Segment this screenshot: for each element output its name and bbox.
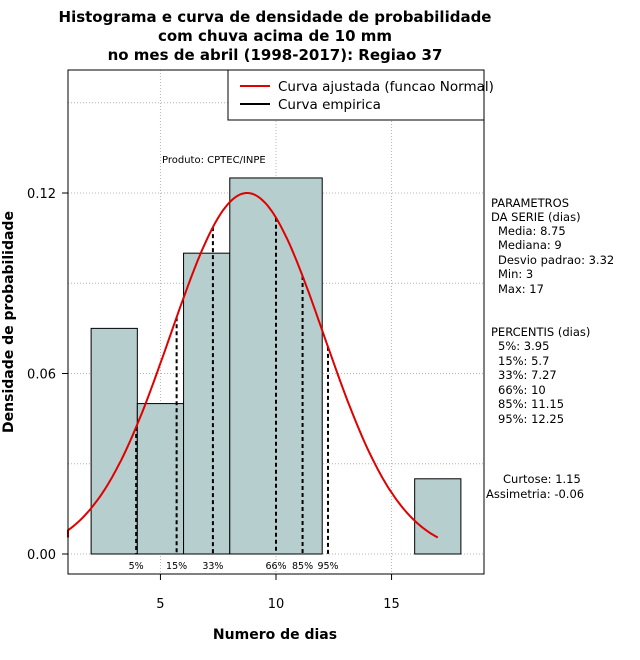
percentile-label: 66% [265,561,286,572]
percentis-line: 5%: 3.95 [498,339,549,353]
x-tick-label: 15 [383,597,400,612]
percentis-line: PERCENTIS (dias) [491,325,590,339]
percentis-panel: PERCENTIS (dias) 5%: 3.95 15%: 5.7 33%: … [491,325,590,426]
percentis-line: 33%: 7.27 [498,368,557,382]
chart-title-line-3: no mes de abril (1998-2017): Regiao 37 [108,46,443,64]
y-tick-label: 0.06 [27,368,56,383]
parametros-line: Desvio padrao: 3.32 [498,253,614,267]
product-annotation: Produto: CPTEC/INPE [162,155,266,166]
parametros-line: PARAMETROS [491,196,569,210]
percentile-label: 85% [292,561,313,572]
axes: 5 10 15 0.00 0.06 0.12 [27,187,400,612]
parametros-panel: PARAMETROS DA SERIE (dias) Media: 8.75 M… [491,196,614,296]
parametros-line: DA SERIE (dias) [491,210,581,224]
parametros-line: Media: 8.75 [498,224,566,238]
chart-title-line-1: Histograma e curva de densidade de proba… [59,8,492,26]
legend-label-empirical: Curva empirica [278,97,381,113]
parametros-line: Min: 3 [498,267,533,281]
legend-label-normal: Curva ajustada (funcao Normal) [278,79,494,95]
percentis-line: 85%: 11.15 [498,397,564,411]
legend: Curva ajustada (funcao Normal) Curva emp… [227,69,494,121]
percentis-line: 15%: 5.7 [498,354,549,368]
chart-title-line-2: com chuva acima de 10 mm [158,27,392,45]
percentile-label: 5% [129,561,144,572]
normal-curve [67,192,439,539]
percentis-line: 95%: 12.25 [498,412,564,426]
histogram-bar [414,478,462,555]
parametros-line: Mediana: 9 [498,238,562,252]
x-axis-label: Numero de dias [213,627,337,643]
percentis-line: 66%: 10 [498,383,546,397]
legend-box [227,69,485,121]
x-tick-label: 10 [268,597,285,612]
percentile-label: 95% [317,561,338,572]
normal-curve-layer [67,192,439,539]
percentile-label: 33% [202,561,223,572]
y-tick-label: 0.12 [27,187,56,202]
y-tick-label: 0.00 [27,548,56,563]
x-tick-label: 5 [156,597,164,612]
histogram-bar [183,252,231,555]
parametros-line: Max: 17 [498,282,544,296]
y-axis-label: Densidade de probabilidade [1,211,17,433]
curtose-text: Curtose: 1.15 [503,472,581,486]
percentile-label: 15% [166,561,187,572]
assimetria-text: Assimetria: -0.06 [486,487,584,501]
percentile-lines: 5% 15% 33% 66% 85% 95% [129,217,339,572]
